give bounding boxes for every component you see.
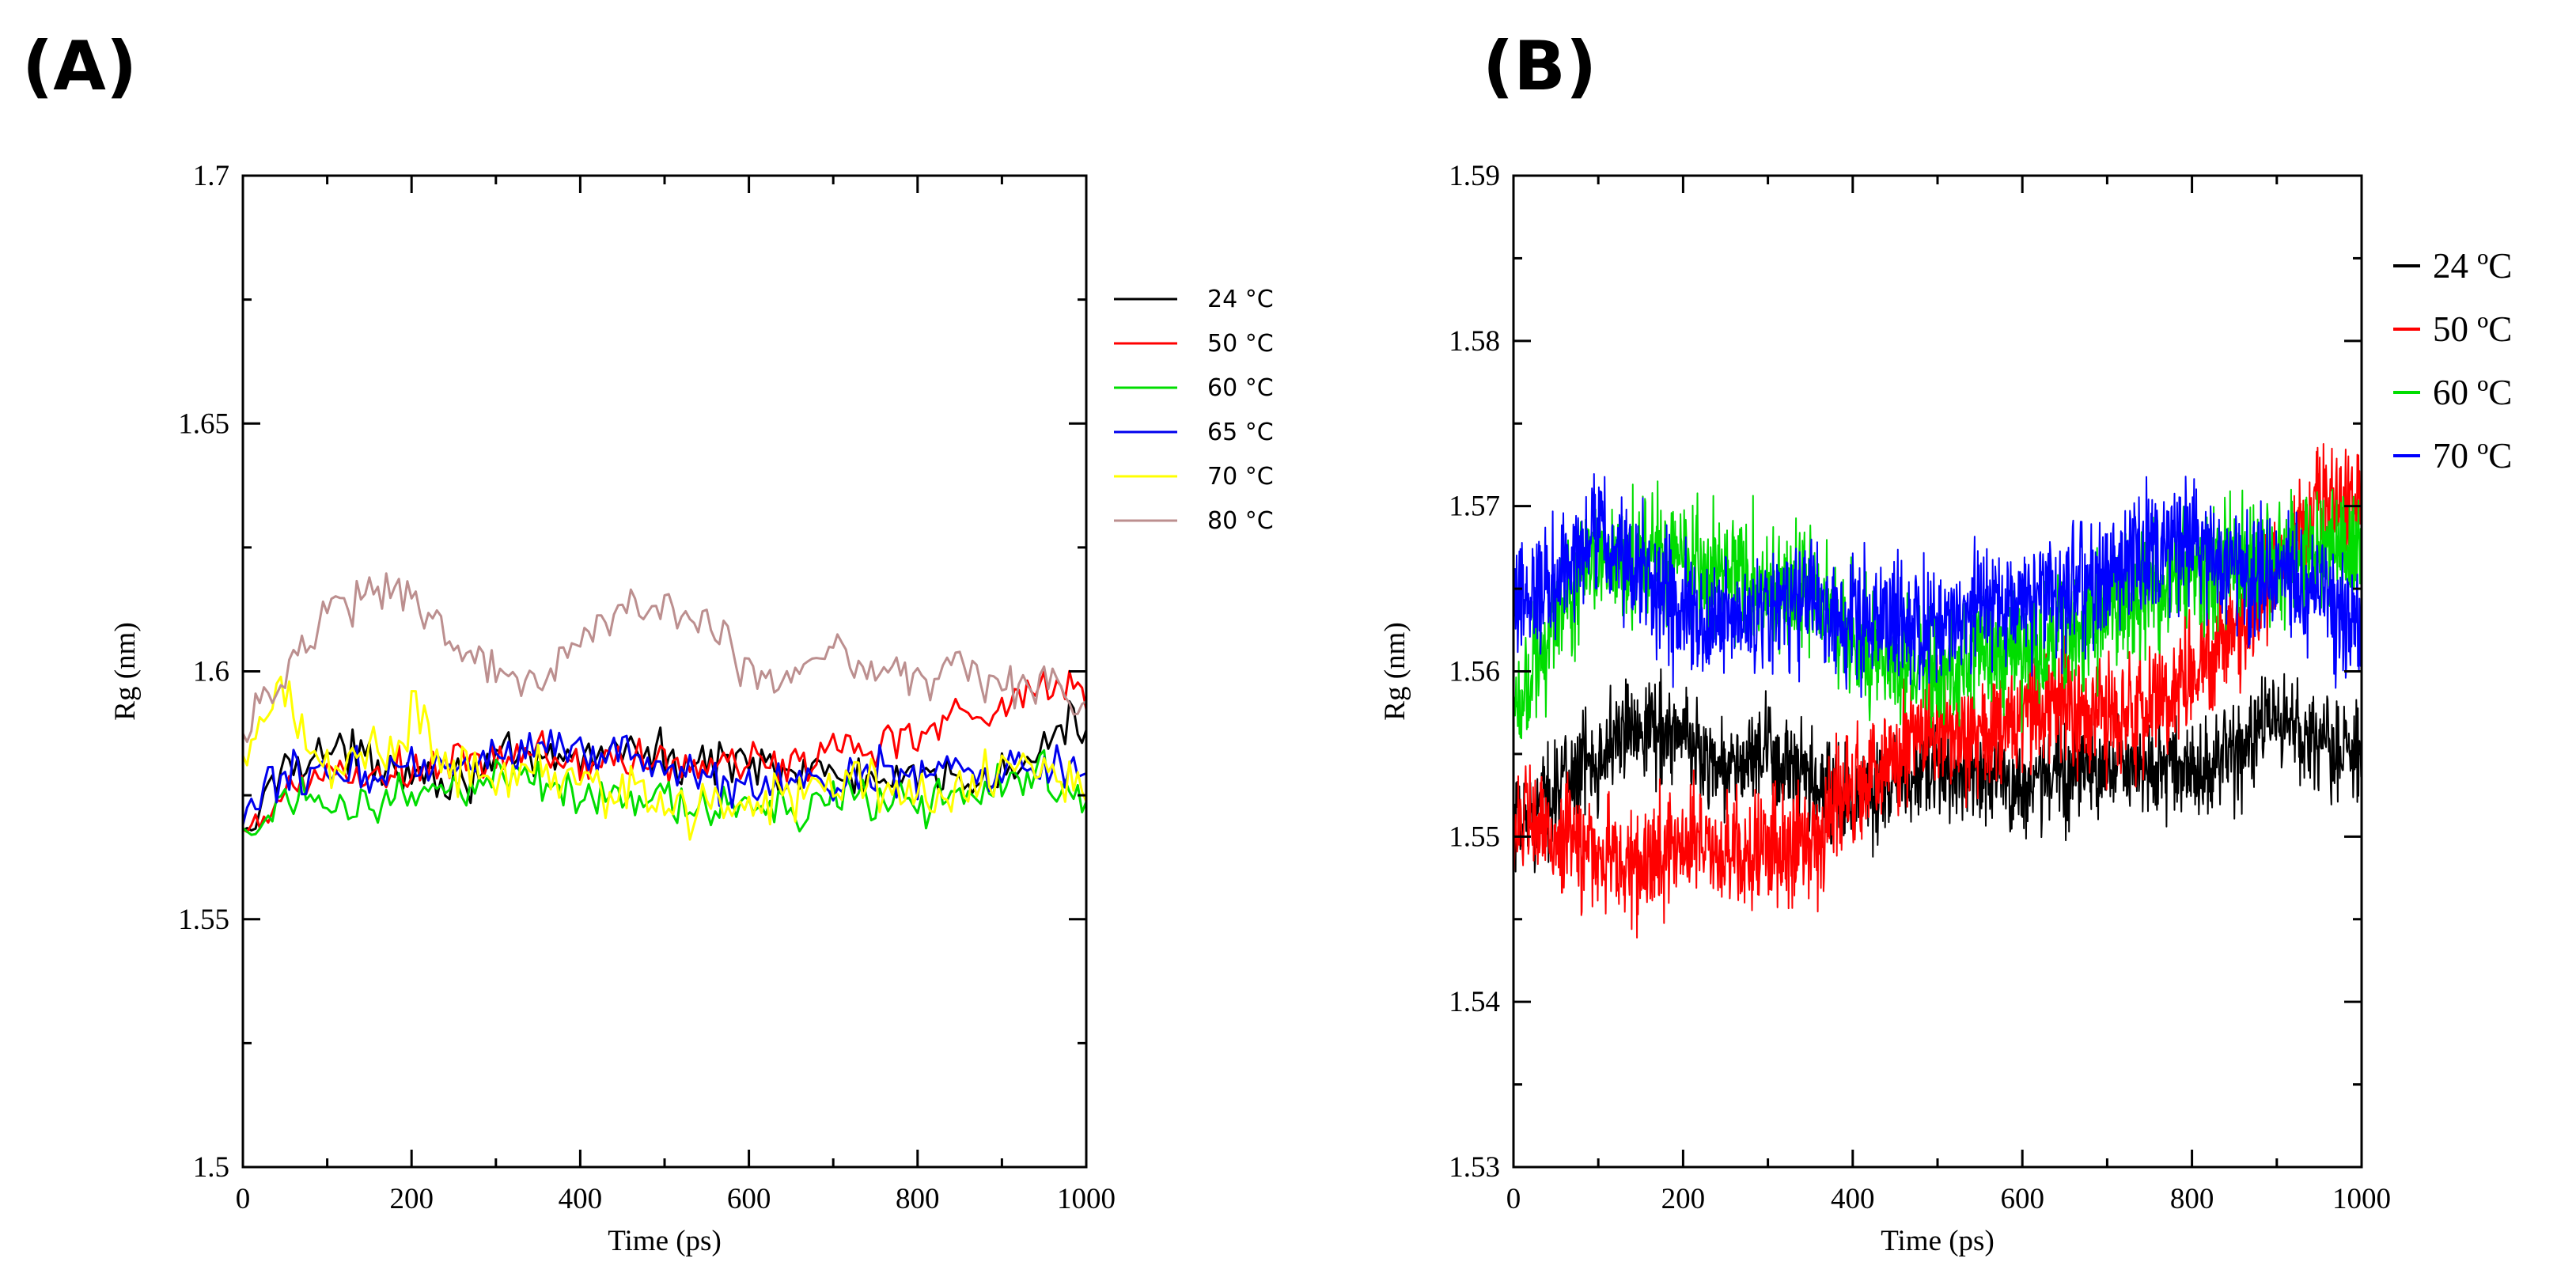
legend-label: 24 ºC [2433,246,2512,286]
y-tick-label: 1.65 [178,407,229,440]
y-tick-label: 1.57 [1449,491,1500,523]
legend-b: 24 ºC 50 ºC 60 ºC 70 ºC [2393,246,2512,476]
x-tick-label: 1000 [2332,1183,2391,1215]
x-tick-label: 0 [236,1183,251,1215]
y-axis-title: Rg (nm) [1379,622,1411,720]
y-tick-label: 1.59 [1449,160,1500,192]
x-axis-title: Time (ps) [1881,1225,1995,1257]
x-tick-label: 400 [559,1183,603,1215]
x-tick-label: 0 [1506,1183,1521,1215]
y-axis-title: Rg (nm) [109,622,142,720]
legend-label: 70 °C [1207,463,1274,491]
series-line-a-2 [243,749,1086,836]
legend-label: 70 ºC [2433,436,2512,476]
y-tick-label: 1.56 [1449,656,1500,688]
plot-area-a [243,572,1086,841]
plot-frame-a [241,174,1088,1169]
chart-b: 0 200 400 600 800 1000 1.53 1.54 1.55 1.56 1.57 1.5… [1379,160,2512,1257]
x-tick-label: 400 [1831,1183,1875,1215]
legend-label: 50 °C [1207,330,1274,358]
x-tick-label: 600 [727,1183,771,1215]
series-line-a-5 [243,572,1086,743]
x-tick-label: 800 [896,1183,940,1215]
panel-label-b: (B) [1483,27,1597,106]
series-line-b-0 [1513,668,2362,874]
y-tick-label: 1.58 [1449,325,1500,358]
y-tick-label: 1.55 [178,904,229,936]
x-axis-title: Time (ps) [608,1225,722,1257]
y-tick-label: 1.7 [193,160,229,192]
y-tick-label: 1.54 [1449,986,1500,1018]
plot-area-b [1513,443,2362,939]
legend-label: 65 °C [1207,419,1274,446]
y-tick-label: 1.5 [193,1151,229,1184]
series-line-a-1 [243,669,1086,833]
x-tick-label: 200 [389,1183,434,1215]
chart-a: 0 200 400 600 800 1000 1.5 1.55 1.6 1.65 1.7 Time (… [109,160,1274,1257]
x-tick-label: 1000 [1057,1183,1116,1215]
x-tick-label: 800 [2170,1183,2214,1215]
y-tick-label: 1.6 [193,656,229,688]
series-line-a-4 [243,675,1086,841]
x-tick-label: 200 [1661,1183,1706,1215]
legend-label: 60 °C [1207,374,1274,402]
legend-label: 24 °C [1207,286,1274,313]
legend-label: 50 ºC [2433,309,2512,349]
legend-label: 60 ºC [2433,373,2512,412]
legend-label: 80 °C [1207,507,1274,535]
y-tick-label: 1.53 [1449,1151,1500,1184]
legend-a: 24 °C 50 °C 60 °C 65 °C 70 °C 80 °C [1114,286,1274,535]
y-tick-label: 1.55 [1449,821,1500,853]
panel-label-a: (A) [22,27,138,106]
series-line-a-3 [243,729,1086,826]
x-tick-label: 600 [2000,1183,2044,1215]
series-line-b-3 [1513,473,2362,698]
